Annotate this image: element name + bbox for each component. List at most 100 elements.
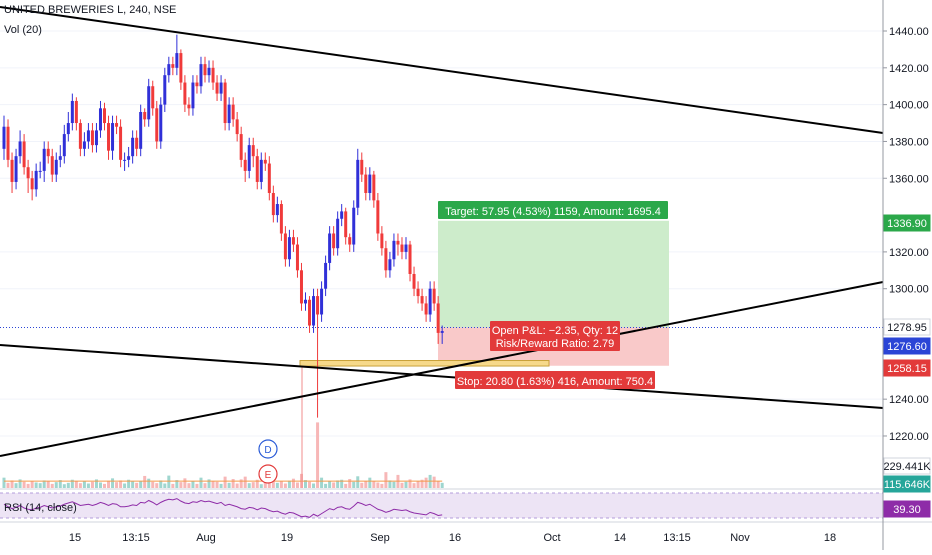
candle-body[interactable] — [26, 167, 30, 179]
candle-body[interactable] — [135, 137, 139, 149]
candle-body[interactable] — [199, 64, 203, 87]
candle-body[interactable] — [187, 104, 191, 109]
candle-body[interactable] — [247, 145, 251, 171]
candle-body[interactable] — [111, 123, 115, 151]
candle-body[interactable] — [163, 75, 167, 105]
candle-body[interactable] — [380, 233, 384, 249]
candle-body[interactable] — [320, 288, 324, 315]
candle-body[interactable] — [368, 174, 372, 193]
candle-body[interactable] — [223, 82, 227, 124]
candle-body[interactable] — [227, 104, 231, 124]
candle-body[interactable] — [440, 331, 444, 333]
candle-body[interactable] — [98, 108, 102, 131]
candle-body[interactable] — [336, 218, 340, 249]
candle-body[interactable] — [215, 82, 219, 94]
candle-body[interactable] — [404, 244, 408, 252]
candle-body[interactable] — [50, 156, 54, 175]
candle-body[interactable] — [159, 104, 163, 142]
candle-body[interactable] — [22, 141, 26, 168]
candle-body[interactable] — [356, 159, 360, 208]
candle-body[interactable] — [396, 240, 400, 245]
candle-body[interactable] — [123, 159, 127, 161]
candle-body[interactable] — [78, 123, 82, 149]
candle-body[interactable] — [94, 130, 98, 146]
candle-body[interactable] — [436, 303, 440, 333]
candle-body[interactable] — [287, 237, 291, 260]
candle-body[interactable] — [271, 192, 275, 216]
support-zone-box[interactable] — [299, 360, 550, 367]
candle-body[interactable] — [312, 296, 316, 326]
candle-body[interactable] — [58, 156, 62, 160]
candle-body[interactable] — [412, 273, 416, 289]
candle-body[interactable] — [131, 137, 135, 157]
candle-body[interactable] — [66, 123, 70, 135]
target-zone[interactable] — [438, 220, 669, 328]
candle-body[interactable] — [62, 134, 66, 157]
candle-body[interactable] — [239, 134, 243, 160]
candle-body[interactable] — [324, 262, 328, 289]
candle-body[interactable] — [420, 296, 424, 304]
upper-trendline[interactable] — [0, 6, 884, 134]
candle-body[interactable] — [167, 64, 171, 76]
candle-body[interactable] — [231, 104, 235, 120]
candle-body[interactable] — [308, 299, 312, 326]
candle-body[interactable] — [171, 64, 175, 68]
event-marker-e[interactable] — [258, 464, 278, 484]
candle-body[interactable] — [115, 123, 119, 127]
candle-body[interactable] — [103, 108, 106, 124]
candle-body[interactable] — [82, 141, 86, 149]
candle-body[interactable] — [107, 123, 111, 151]
candle-body[interactable] — [86, 130, 90, 142]
candle-body[interactable] — [291, 237, 295, 245]
candle-body[interactable] — [151, 86, 155, 109]
candle-body[interactable] — [328, 233, 332, 263]
candle-body[interactable] — [74, 100, 78, 124]
candle-body[interactable] — [70, 100, 74, 124]
candle-body[interactable] — [384, 248, 388, 271]
candle-body[interactable] — [316, 296, 320, 315]
candle-body[interactable] — [392, 240, 396, 260]
candle-body[interactable] — [283, 233, 287, 260]
candle-body[interactable] — [18, 141, 22, 157]
candle-body[interactable] — [259, 159, 263, 182]
candle-body[interactable] — [30, 178, 34, 190]
candle-body[interactable] — [428, 288, 432, 315]
candle-body[interactable] — [10, 159, 14, 182]
candle-body[interactable] — [376, 200, 380, 234]
candle-body[interactable] — [46, 148, 50, 157]
candle-body[interactable] — [364, 174, 368, 193]
candle-body[interactable] — [243, 159, 247, 171]
volume-indicator-label[interactable]: Vol (20) — [4, 24, 42, 36]
event-marker-d[interactable] — [258, 439, 278, 459]
candle-body[interactable] — [183, 82, 187, 105]
candle-body[interactable] — [54, 159, 58, 175]
candle-body[interactable] — [332, 233, 336, 249]
candle-body[interactable] — [255, 156, 259, 182]
candle-body[interactable] — [90, 130, 94, 146]
candle-body[interactable] — [408, 244, 412, 274]
candle-body[interactable] — [304, 299, 307, 304]
candle-body[interactable] — [2, 126, 6, 149]
candle-body[interactable] — [139, 111, 143, 149]
candle-body[interactable] — [360, 159, 364, 175]
candle-body[interactable] — [295, 244, 299, 271]
rsi-label[interactable]: RSI (14, close) — [4, 502, 77, 514]
candle-body[interactable] — [416, 288, 420, 297]
candle-body[interactable] — [42, 148, 46, 171]
candle-body[interactable] — [203, 64, 207, 76]
candle-body[interactable] — [275, 204, 279, 216]
rising-trendline[interactable] — [0, 281, 884, 457]
candle-body[interactable] — [155, 108, 159, 142]
candle-body[interactable] — [348, 237, 352, 245]
candle-body[interactable] — [299, 270, 303, 304]
candle-body[interactable] — [235, 119, 239, 135]
candle-body[interactable] — [191, 82, 195, 109]
candle-body[interactable] — [267, 163, 271, 193]
candle-body[interactable] — [251, 145, 255, 157]
candle-body[interactable] — [424, 303, 428, 315]
candle-body[interactable] — [372, 174, 376, 201]
candle-body[interactable] — [175, 53, 179, 68]
candle-body[interactable] — [6, 126, 10, 160]
